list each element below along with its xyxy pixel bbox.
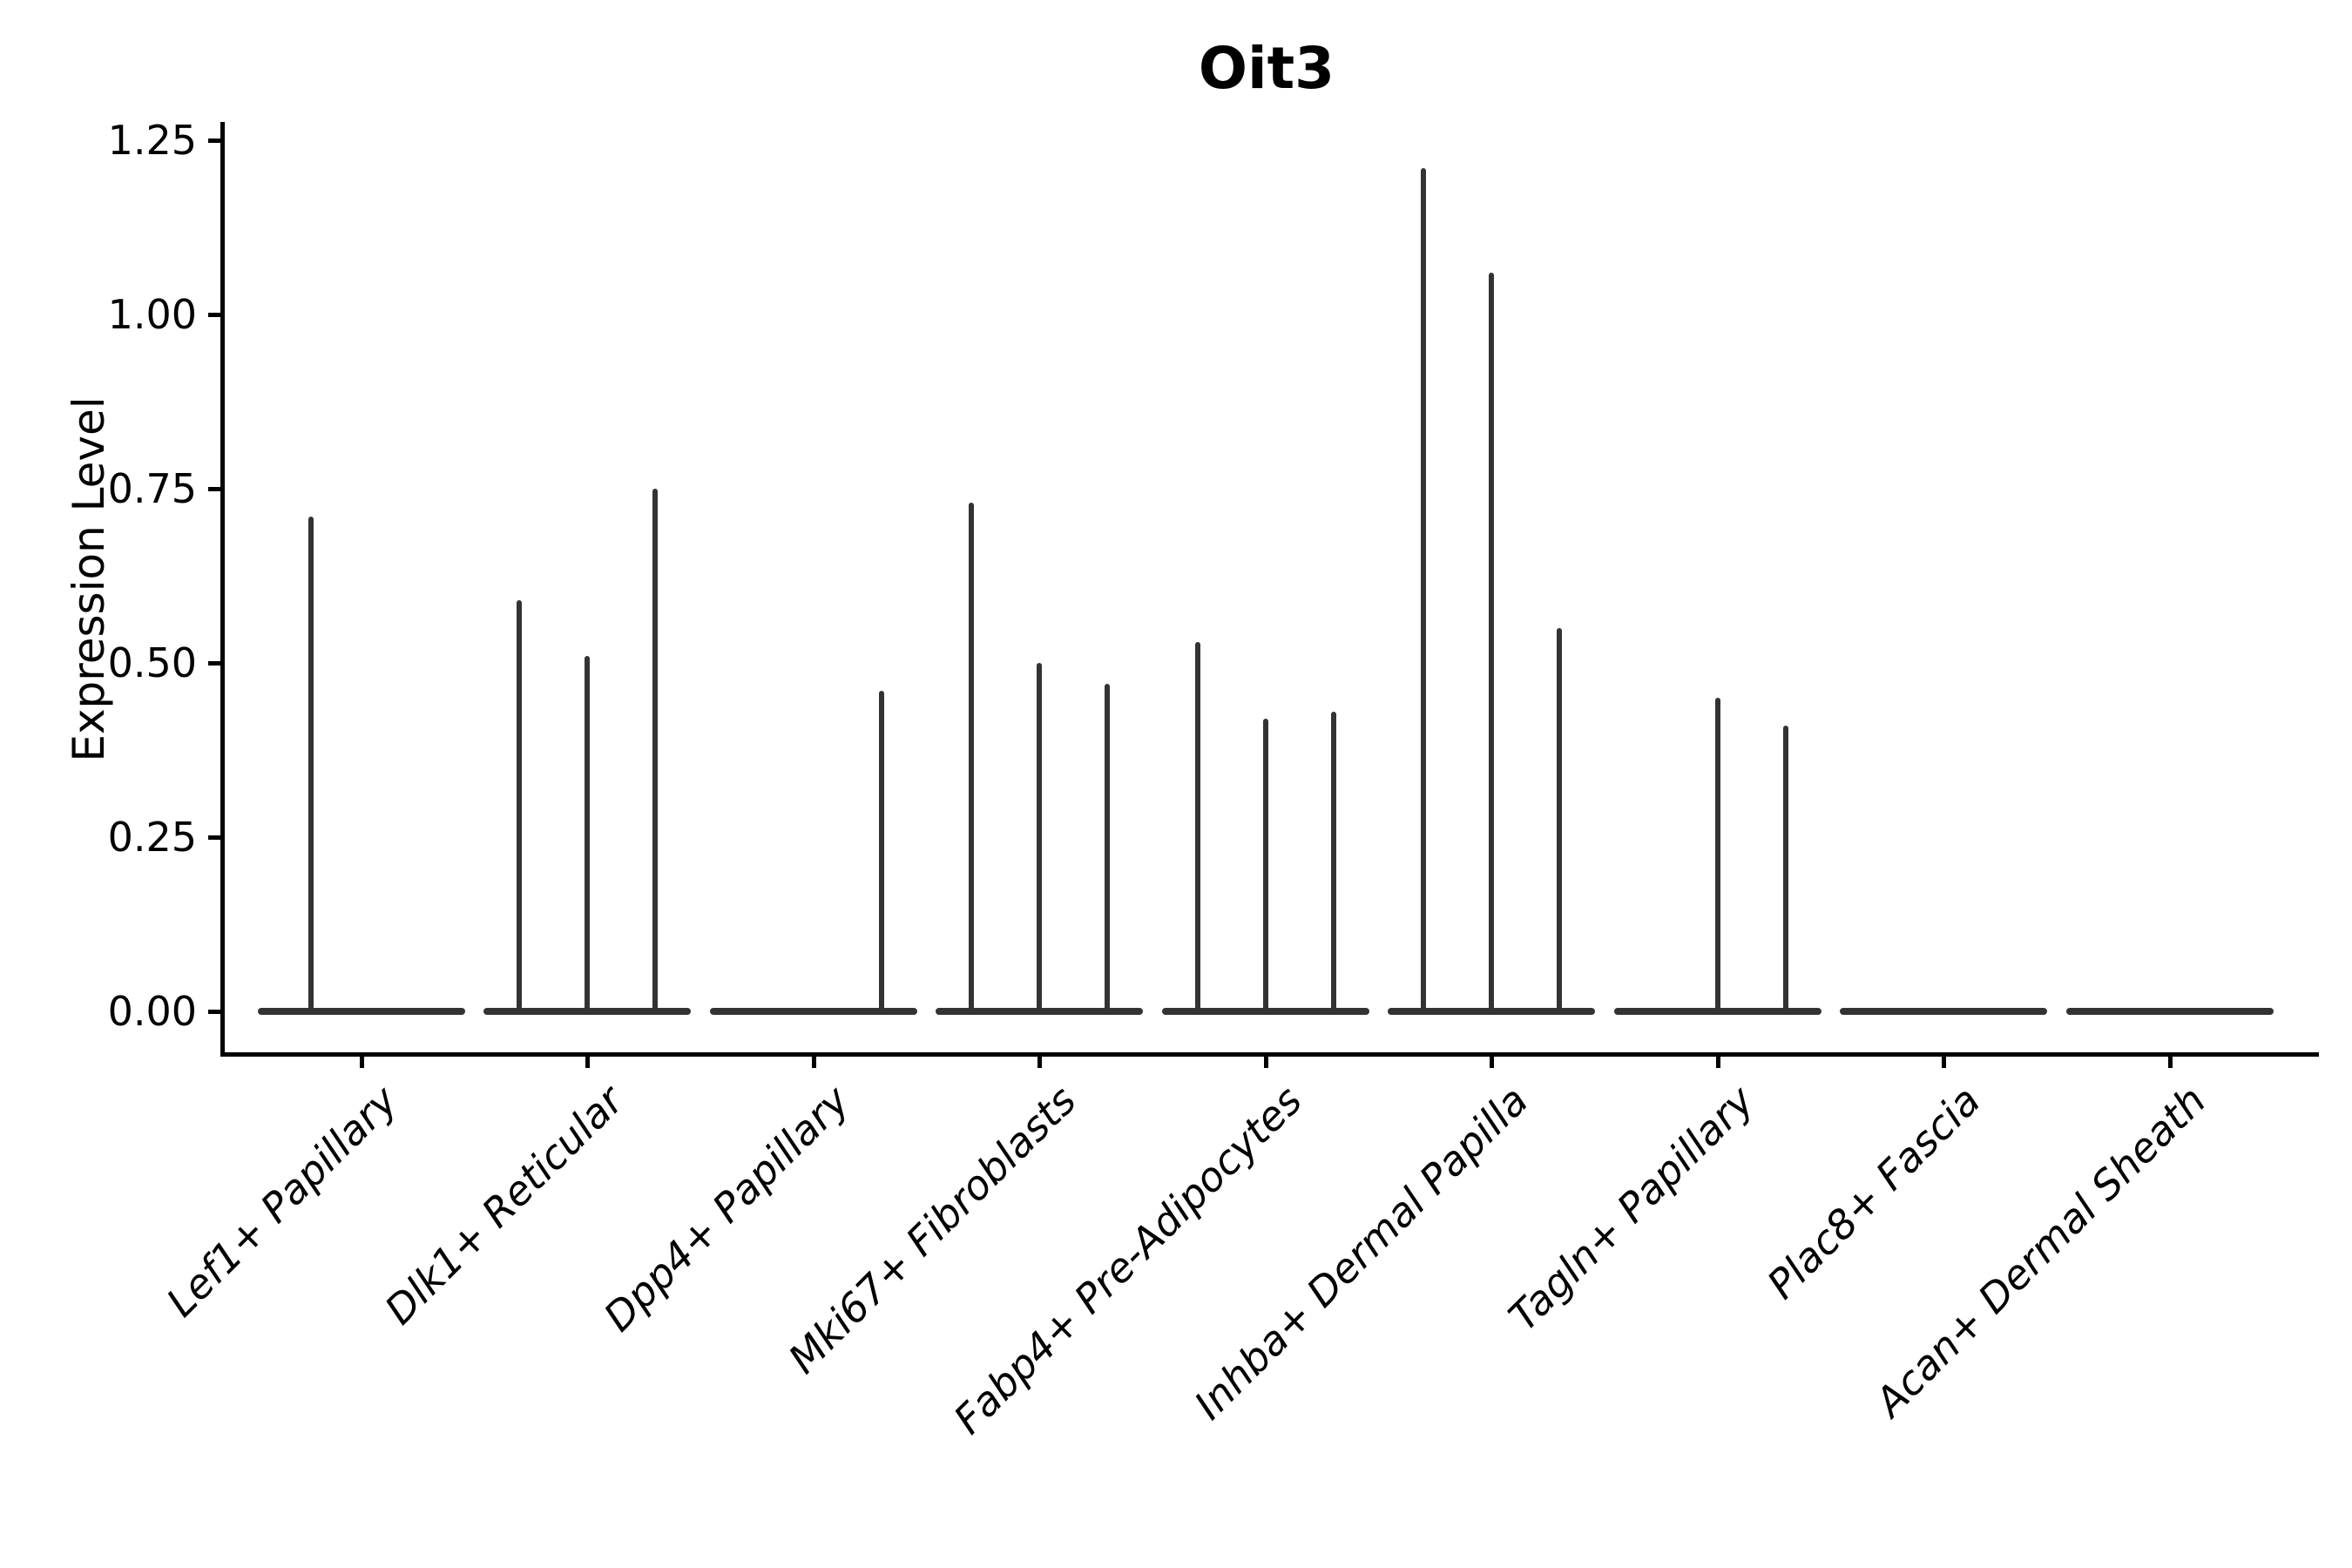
- violin-spike: [1489, 273, 1494, 1015]
- violin-spike: [308, 517, 314, 1015]
- y-tick-mark: [208, 1010, 221, 1014]
- violin-spike: [1105, 684, 1110, 1015]
- x-tick-label: Tagln+ Papillary: [1499, 1077, 1763, 1341]
- violin-body: [2065, 1008, 2274, 1015]
- y-tick-label: 1.00: [107, 291, 197, 338]
- violin-body: [709, 1008, 917, 1015]
- violin-body: [1840, 1008, 2047, 1015]
- x-tick-mark: [1942, 1055, 1946, 1068]
- y-tick-label: 0.25: [107, 814, 197, 861]
- x-tick-mark: [1037, 1055, 1042, 1068]
- x-tick-mark: [1490, 1055, 1494, 1068]
- violin-spike: [517, 600, 522, 1015]
- violin-body: [257, 1008, 465, 1015]
- chart-title: Oit3: [1198, 35, 1335, 102]
- y-tick-mark: [208, 487, 221, 491]
- x-tick-mark: [811, 1055, 816, 1068]
- y-axis-spine: [220, 122, 225, 1057]
- x-tick-label: Plac8+ Fascia: [1757, 1077, 1990, 1308]
- y-tick-label: 0.75: [107, 465, 197, 512]
- violin-spike: [1782, 726, 1788, 1015]
- y-tick-label: 0.50: [107, 639, 197, 686]
- violin-spike: [1421, 168, 1426, 1015]
- y-tick-label: 0.00: [107, 988, 197, 1035]
- y-tick-label: 1.25: [107, 117, 197, 164]
- violin-spike: [1714, 698, 1720, 1015]
- y-tick-mark: [208, 139, 221, 143]
- x-tick-label: Lef1+ Papillary: [157, 1077, 407, 1326]
- y-tick-mark: [208, 661, 221, 666]
- violin-spike: [878, 691, 884, 1015]
- violin-spike: [1557, 628, 1562, 1015]
- x-tick-mark: [1715, 1055, 1720, 1068]
- x-tick-mark: [585, 1055, 590, 1068]
- x-tick-mark: [1263, 1055, 1268, 1068]
- x-axis-spine: [220, 1052, 2319, 1057]
- x-tick-label: Dpp4+ Papillary: [595, 1077, 859, 1341]
- y-tick-mark: [208, 313, 221, 317]
- x-tick-mark: [359, 1055, 364, 1068]
- x-tick-label: Dlk1+ Reticular: [375, 1077, 633, 1334]
- y-tick-mark: [208, 835, 221, 840]
- violin-spike: [1037, 663, 1042, 1015]
- violin-spike: [652, 489, 658, 1015]
- y-axis-label: Expression Level: [64, 396, 114, 762]
- violin-spike: [585, 656, 590, 1015]
- violin-spike: [969, 503, 974, 1015]
- violin-spike: [1330, 712, 1336, 1015]
- x-tick-mark: [2167, 1055, 2173, 1068]
- violin-spike: [1262, 719, 1268, 1015]
- violin-spike: [1194, 642, 1200, 1015]
